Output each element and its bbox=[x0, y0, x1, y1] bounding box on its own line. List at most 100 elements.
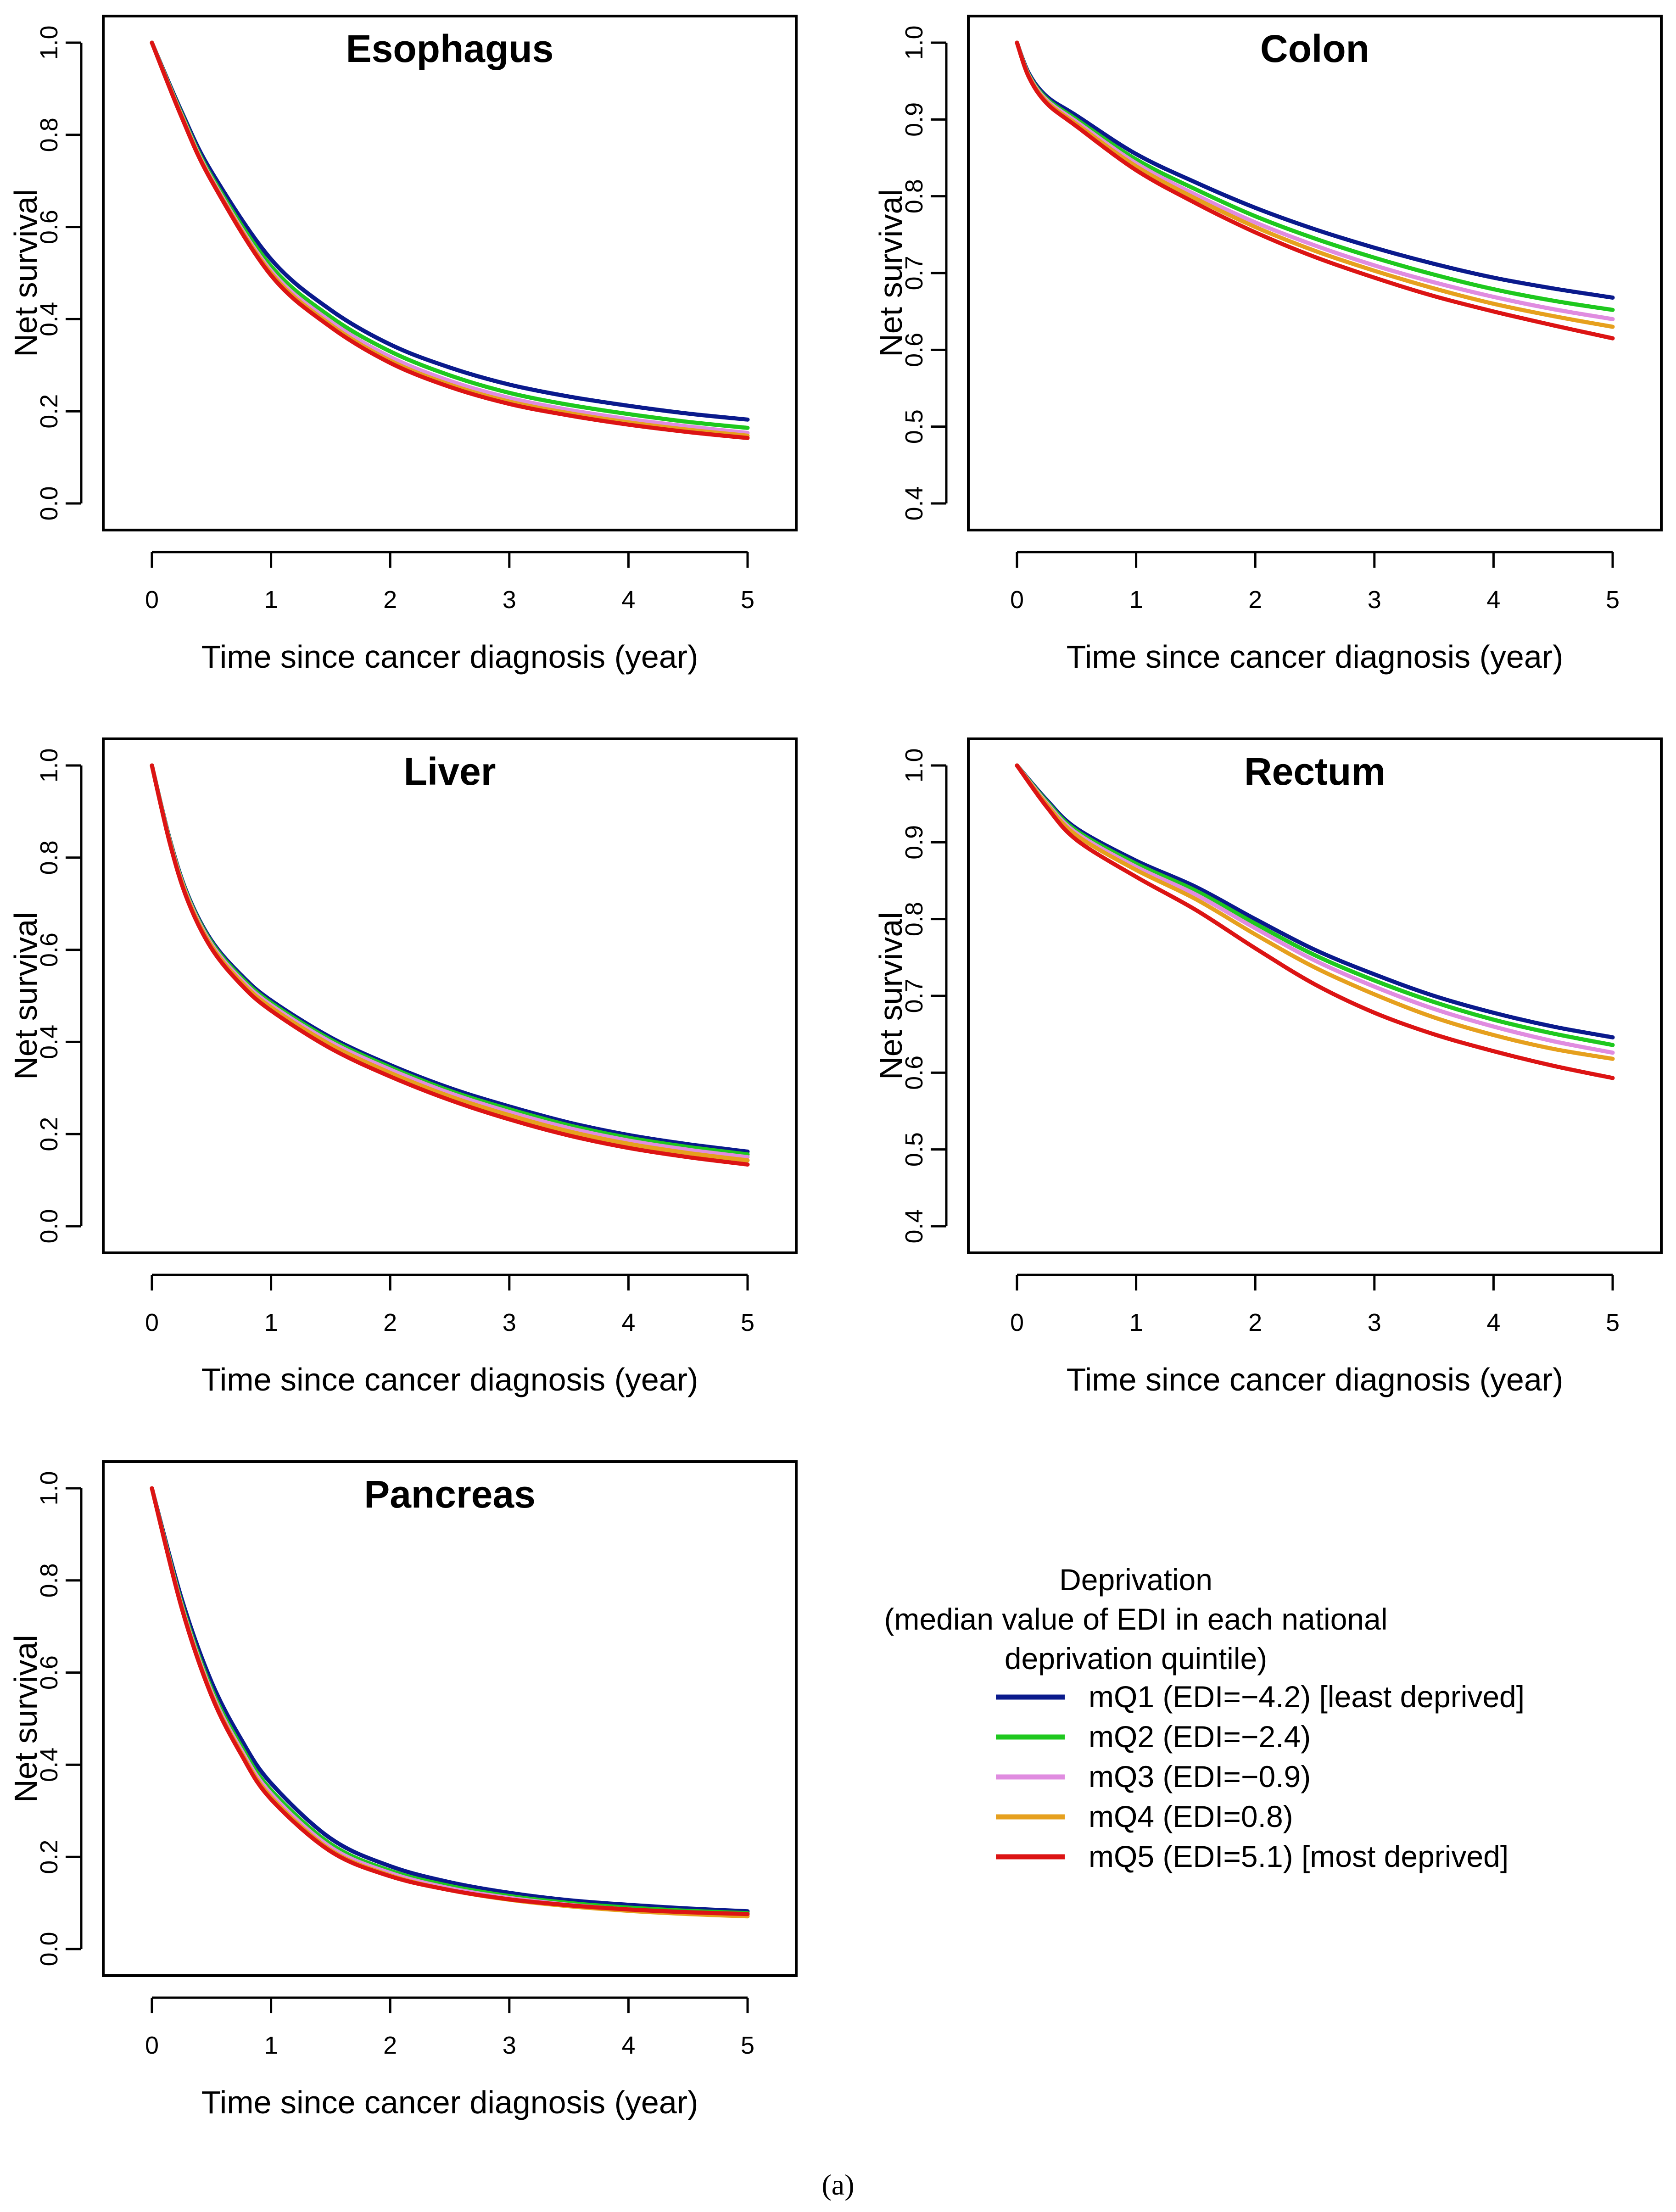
y-axis-label: Net survival bbox=[873, 189, 909, 357]
chart-title: Liver bbox=[404, 750, 496, 793]
y-tick-label: 0.6 bbox=[35, 933, 63, 967]
y-tick-label: 1.0 bbox=[900, 748, 928, 782]
y-tick-label: 0.4 bbox=[35, 302, 63, 336]
chart-colon: Colon 0 1 2 3 4 5 Time since cancer diagnosis (… bbox=[873, 15, 1663, 675]
series-line-mq5 bbox=[1015, 40, 1615, 341]
y-tick-label: 0.4 bbox=[35, 1025, 63, 1059]
series-line-mq3 bbox=[150, 1486, 750, 1917]
y-tick-label: 1.0 bbox=[35, 1471, 63, 1505]
series-line-mq4 bbox=[150, 1486, 750, 1919]
series-line-mq1 bbox=[1015, 40, 1615, 300]
legend-title-line: Deprivation bbox=[1059, 1563, 1212, 1597]
x-tick-label: 1 bbox=[1129, 586, 1143, 614]
x-tick-label: 1 bbox=[1129, 1309, 1143, 1336]
y-tick-label: 0.5 bbox=[900, 409, 928, 444]
series-line-mq3 bbox=[1015, 763, 1615, 1055]
legend-title-line: (median value of EDI in each national bbox=[884, 1602, 1388, 1636]
y-axis-label: Net survival bbox=[8, 1635, 44, 1803]
x-axis-label: Time since cancer diagnosis (year) bbox=[1067, 639, 1564, 675]
y-tick-label: 0.0 bbox=[35, 1209, 63, 1243]
legend-label-mq5: mQ5 (EDI=5.1) [most deprived] bbox=[1089, 1839, 1508, 1873]
y-tick-label: 0.9 bbox=[900, 825, 928, 860]
y-tick-label: 0.6 bbox=[35, 210, 63, 244]
series-line-mq1 bbox=[1015, 763, 1615, 1039]
x-tick-label: 4 bbox=[621, 1309, 635, 1336]
x-tick-label: 3 bbox=[503, 1309, 516, 1336]
plot-frame bbox=[967, 15, 1663, 531]
x-tick-label: 0 bbox=[145, 2032, 159, 2059]
chart-title: Pancreas bbox=[364, 1473, 536, 1516]
chart-title: Rectum bbox=[1244, 750, 1385, 793]
series-line-mq2 bbox=[1015, 763, 1615, 1047]
y-axis-label: Net survival bbox=[8, 912, 44, 1080]
series-line-mq2 bbox=[150, 1486, 750, 1916]
y-tick-label: 0.9 bbox=[900, 102, 928, 137]
x-tick-label: 5 bbox=[741, 586, 754, 614]
x-tick-label: 2 bbox=[1248, 586, 1262, 614]
y-tick-label: 0.6 bbox=[900, 333, 928, 367]
y-tick-label: 0.5 bbox=[900, 1132, 928, 1167]
x-axis-label: Time since cancer diagnosis (year) bbox=[201, 1362, 698, 1397]
legend-label-mq4: mQ4 (EDI=0.8) bbox=[1089, 1799, 1293, 1833]
x-tick-label: 3 bbox=[1368, 586, 1381, 614]
y-tick-label: 0.7 bbox=[900, 256, 928, 290]
y-tick-label: 0.7 bbox=[900, 978, 928, 1013]
legend-label-mq3: mQ3 (EDI=−0.9) bbox=[1089, 1760, 1311, 1793]
x-tick-label: 0 bbox=[1010, 586, 1024, 614]
y-tick-label: 0.8 bbox=[35, 840, 63, 875]
chart-title: Esophagus bbox=[346, 27, 554, 70]
x-tick-label: 4 bbox=[621, 586, 635, 614]
series-line-mq3 bbox=[1015, 40, 1615, 321]
x-tick-label: 5 bbox=[741, 2032, 754, 2059]
legend-title-line: deprivation quintile) bbox=[1005, 1642, 1267, 1676]
x-tick-label: 4 bbox=[621, 2032, 635, 2059]
legend-label-mq1: mQ1 (EDI=−4.2) [least deprived] bbox=[1089, 1680, 1525, 1714]
y-axis-label: Net survival bbox=[8, 189, 44, 357]
series-line-mq5 bbox=[150, 40, 750, 440]
legend-label-mq2: mQ2 (EDI=−2.4) bbox=[1089, 1720, 1311, 1754]
x-axis-label: Time since cancer diagnosis (year) bbox=[1067, 1362, 1564, 1397]
y-tick-label: 0.0 bbox=[35, 486, 63, 520]
x-axis-label: Time since cancer diagnosis (year) bbox=[201, 639, 698, 675]
y-tick-label: 0.2 bbox=[35, 1840, 63, 1874]
y-tick-label: 0.8 bbox=[900, 179, 928, 213]
x-tick-label: 4 bbox=[1486, 1309, 1500, 1336]
plot-frame bbox=[102, 737, 798, 1254]
y-tick-label: 0.2 bbox=[35, 394, 63, 429]
chart-liver: Liver 0 1 2 3 4 5 Time since cancer diagnosis (… bbox=[8, 737, 798, 1397]
chart-title: Colon bbox=[1260, 27, 1369, 70]
y-tick-label: 0.6 bbox=[900, 1056, 928, 1090]
y-tick-label: 1.0 bbox=[900, 25, 928, 60]
x-tick-label: 3 bbox=[1368, 1309, 1381, 1336]
series-line-mq1 bbox=[150, 1486, 750, 1914]
panels: Esophagus 0 1 2 3 4 5 Time since cancer diagnos… bbox=[8, 15, 1663, 2120]
legend: Deprivation (median value of EDI in each … bbox=[884, 1563, 1525, 1873]
x-tick-label: 3 bbox=[503, 2032, 516, 2059]
y-tick-label: 0.6 bbox=[35, 1655, 63, 1690]
x-tick-label: 0 bbox=[1010, 1309, 1024, 1336]
y-tick-label: 1.0 bbox=[35, 25, 63, 60]
x-tick-label: 0 bbox=[145, 1309, 159, 1336]
chart-esophagus: Esophagus 0 1 2 3 4 5 Time since cancer diagnos… bbox=[8, 15, 798, 675]
series-line-mq5 bbox=[150, 763, 750, 1167]
plot-frame bbox=[102, 1460, 798, 1977]
figure-label: (a) bbox=[821, 2168, 854, 2201]
x-tick-label: 1 bbox=[264, 2032, 278, 2059]
series-line-mq2 bbox=[1015, 40, 1615, 312]
chart-rectum: Rectum 0 1 2 3 4 5 Time since cancer diagnosis … bbox=[873, 737, 1663, 1397]
y-tick-label: 1.0 bbox=[35, 748, 63, 782]
chart-pancreas: Pancreas 0 1 2 3 4 5 Time since cancer diagnosi… bbox=[8, 1460, 798, 2120]
x-tick-label: 2 bbox=[1248, 1309, 1262, 1336]
y-tick-label: 0.4 bbox=[35, 1748, 63, 1782]
y-tick-label: 0.8 bbox=[35, 1563, 63, 1598]
x-tick-label: 2 bbox=[383, 586, 397, 614]
y-tick-label: 0.4 bbox=[900, 486, 928, 520]
x-tick-label: 4 bbox=[1486, 586, 1500, 614]
x-tick-label: 1 bbox=[264, 1309, 278, 1336]
plot-frame bbox=[102, 15, 798, 531]
x-axis-label: Time since cancer diagnosis (year) bbox=[201, 2084, 698, 2120]
y-tick-label: 0.2 bbox=[35, 1117, 63, 1151]
x-tick-label: 2 bbox=[383, 1309, 397, 1336]
series-line-mq5 bbox=[150, 1486, 750, 1916]
